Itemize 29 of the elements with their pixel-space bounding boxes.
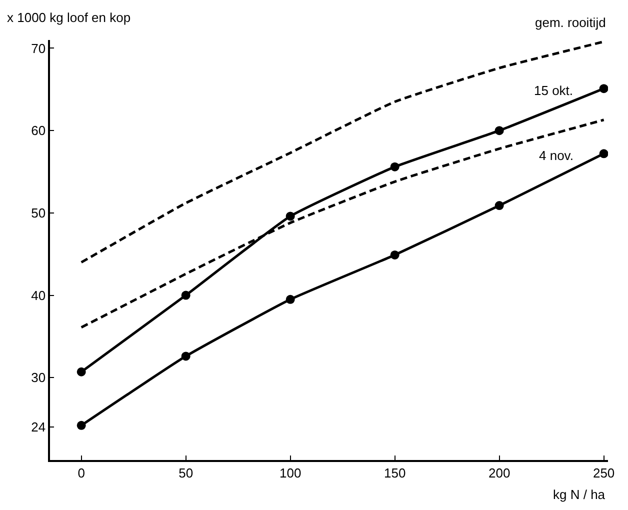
y-axis-title: x 1000 kg loof en kop bbox=[7, 10, 131, 25]
x-axis-title: kg N / ha bbox=[553, 487, 606, 502]
point bbox=[286, 212, 295, 221]
x-tick-label: 50 bbox=[178, 465, 194, 480]
point bbox=[390, 162, 400, 172]
x-tick-label: 200 bbox=[488, 465, 510, 480]
point bbox=[599, 149, 608, 158]
y-tick-label: 30 bbox=[31, 370, 46, 386]
point bbox=[76, 420, 86, 430]
point bbox=[494, 201, 504, 210]
point bbox=[390, 250, 400, 260]
annotation: 15 okt. bbox=[534, 83, 574, 98]
point bbox=[181, 290, 190, 300]
y-tick-label: 24 bbox=[31, 420, 46, 435]
y-tick-label: 60 bbox=[31, 123, 46, 138]
point bbox=[181, 352, 190, 361]
x-tick-label: 100 bbox=[279, 465, 302, 480]
x-tick-label: 250 bbox=[592, 465, 615, 480]
x-tick-label: 150 bbox=[384, 465, 406, 480]
text: gem. rooitijd bbox=[535, 15, 606, 30]
y-tick-label: 70 bbox=[31, 40, 46, 56]
annotation: 4 nov. bbox=[539, 148, 574, 163]
y-tick-label: 40 bbox=[31, 288, 46, 303]
x-tick-label: 0 bbox=[78, 465, 85, 480]
point bbox=[76, 367, 86, 376]
y-tick-label: 50 bbox=[31, 205, 46, 220]
point bbox=[599, 84, 608, 94]
point bbox=[494, 126, 504, 136]
point bbox=[286, 294, 295, 304]
